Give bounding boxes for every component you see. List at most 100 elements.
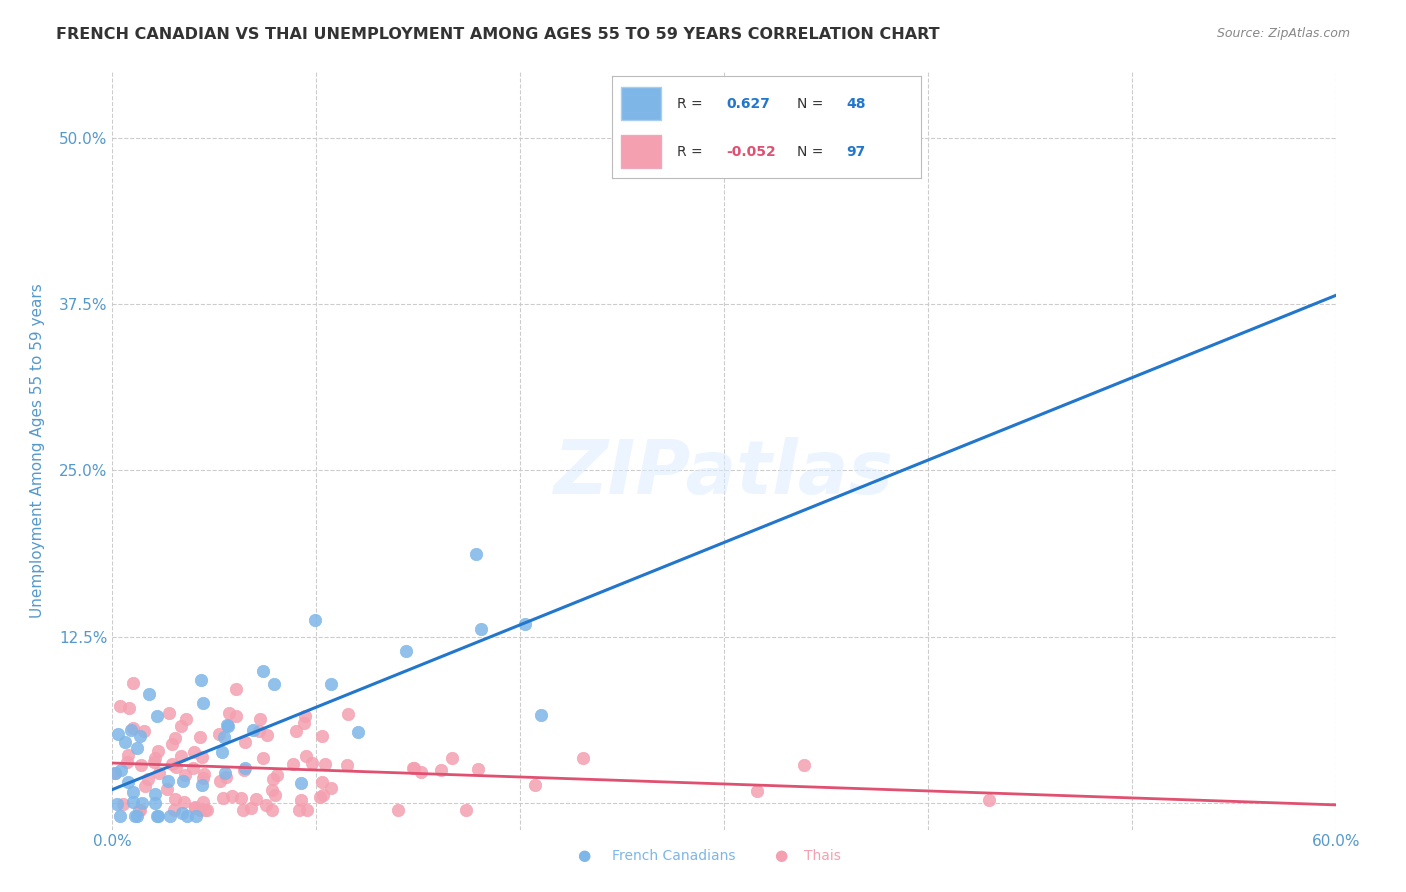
Point xyxy=(191,795,214,809)
Point xyxy=(181,761,204,775)
Point xyxy=(264,789,287,803)
Point xyxy=(233,764,256,778)
Point xyxy=(114,734,136,748)
Text: French Canadians: French Canadians xyxy=(612,849,735,863)
Point xyxy=(524,778,547,792)
Point xyxy=(165,791,187,805)
Point xyxy=(232,803,254,817)
Point xyxy=(173,768,195,782)
Text: ●: ● xyxy=(773,848,787,863)
Point xyxy=(160,757,183,772)
Point xyxy=(221,789,243,803)
Point xyxy=(470,622,492,636)
Point xyxy=(162,803,184,817)
Point xyxy=(157,706,180,720)
Point xyxy=(454,803,477,817)
Point xyxy=(225,709,247,723)
Point xyxy=(242,723,264,737)
Point xyxy=(193,767,215,781)
Point xyxy=(209,773,232,788)
Point xyxy=(252,750,274,764)
Point xyxy=(157,774,180,789)
Point xyxy=(183,746,205,760)
Point xyxy=(122,721,145,735)
Point xyxy=(225,682,247,697)
Point xyxy=(295,749,318,764)
Point xyxy=(793,758,815,772)
Point xyxy=(184,809,207,823)
Point xyxy=(191,750,214,764)
Point xyxy=(188,730,211,744)
Point xyxy=(194,803,217,817)
Point xyxy=(122,795,145,809)
Point xyxy=(143,797,166,811)
Text: FRENCH CANADIAN VS THAI UNEMPLOYMENT AMONG AGES 55 TO 59 YEARS CORRELATION CHART: FRENCH CANADIAN VS THAI UNEMPLOYMENT AMO… xyxy=(56,27,939,42)
Point xyxy=(745,784,768,798)
Point xyxy=(170,749,193,764)
FancyBboxPatch shape xyxy=(621,87,661,120)
Point xyxy=(176,809,198,823)
Point xyxy=(104,765,127,780)
Point xyxy=(131,797,153,811)
Point xyxy=(290,776,312,790)
Point xyxy=(235,761,257,775)
Point xyxy=(284,724,307,739)
Point xyxy=(128,803,150,817)
Point xyxy=(214,766,236,780)
Point xyxy=(118,700,141,714)
Text: 48: 48 xyxy=(846,96,866,111)
Point xyxy=(146,744,169,758)
Point xyxy=(107,727,129,741)
Point xyxy=(290,793,312,807)
Point xyxy=(266,768,288,782)
Point xyxy=(146,809,169,823)
Point xyxy=(429,763,451,777)
Point xyxy=(143,755,166,769)
Point xyxy=(128,803,150,817)
Point xyxy=(156,782,179,797)
Point xyxy=(215,718,238,732)
Point xyxy=(190,803,212,817)
Point xyxy=(128,729,150,743)
Point xyxy=(249,712,271,726)
Point xyxy=(211,745,233,759)
Point xyxy=(111,797,134,811)
Point xyxy=(281,757,304,772)
Point xyxy=(127,741,149,756)
Point xyxy=(170,719,193,733)
Point xyxy=(143,787,166,801)
Point xyxy=(212,731,235,745)
Point xyxy=(336,757,359,772)
Point xyxy=(215,770,238,784)
Text: -0.052: -0.052 xyxy=(725,145,776,159)
Point xyxy=(184,801,207,815)
Text: 97: 97 xyxy=(846,145,866,159)
Point xyxy=(467,762,489,776)
Point xyxy=(311,729,333,743)
Point xyxy=(240,801,263,815)
Point xyxy=(402,761,425,775)
Text: 0.627: 0.627 xyxy=(725,96,770,111)
Point xyxy=(159,809,181,823)
Point xyxy=(191,778,214,792)
Point xyxy=(143,751,166,765)
Point xyxy=(190,673,212,687)
Point xyxy=(174,712,197,726)
Point xyxy=(125,809,148,823)
Point xyxy=(314,757,336,772)
Point xyxy=(193,696,215,710)
Point xyxy=(252,664,274,678)
Point xyxy=(218,706,240,720)
Point xyxy=(288,803,311,817)
Point xyxy=(294,709,316,723)
Point xyxy=(163,731,186,745)
Point xyxy=(160,737,183,751)
Point xyxy=(184,800,207,814)
Point xyxy=(402,761,425,775)
Point xyxy=(465,547,488,561)
Point xyxy=(108,698,131,713)
Point xyxy=(195,803,218,817)
Point xyxy=(336,706,359,721)
Point xyxy=(263,677,285,691)
Point xyxy=(122,784,145,798)
